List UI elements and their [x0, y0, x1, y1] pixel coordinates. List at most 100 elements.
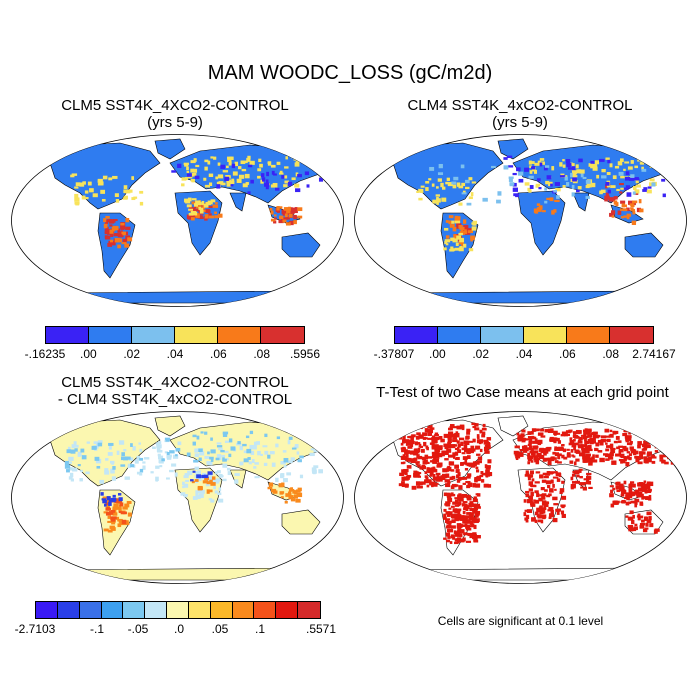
panel2-map-grid-cell	[585, 196, 590, 199]
panel3-map-grid-cell	[112, 499, 116, 503]
panel3-map-grid-cell	[249, 430, 254, 435]
panel4-map-grid-cell	[571, 473, 575, 477]
panel4-map-grid-cell	[440, 475, 446, 480]
panel2-map-grid-cell	[562, 164, 566, 168]
panel4-map-grid-cell	[543, 457, 549, 461]
panel4-map-grid-cell	[458, 485, 463, 490]
panel2-map-grid-cell	[509, 184, 514, 187]
panel1-map-grid-cell	[204, 166, 208, 171]
panel1-map-grid-cell	[207, 205, 213, 209]
panel4-map-grid-cell	[443, 433, 449, 438]
panel1-map-grid-cell	[103, 223, 108, 229]
panel2-map-grid-cell	[506, 155, 513, 159]
panel3-map-grid-cell	[85, 471, 90, 475]
panel4-map-grid-cell	[604, 428, 610, 433]
panel3-map-grid-cell	[159, 465, 163, 468]
panel2-colorbar-tick-label: .00	[428, 347, 446, 361]
panel2-map-grid-cell	[425, 181, 430, 184]
panel1-map-grid-cell	[186, 214, 191, 219]
panel1-map-grid-cell	[199, 216, 204, 219]
panel3-map-grid-cell	[121, 519, 127, 525]
panel4-map-grid-cell	[483, 446, 489, 452]
panel4-map-grid-cell	[412, 458, 418, 461]
panel3-map-grid-cell	[288, 495, 294, 500]
panel3-map-grid-cell	[291, 447, 297, 450]
panel4-map-grid-cell	[447, 511, 453, 515]
panel4-map-grid-cell	[401, 472, 405, 476]
panel3-map-grid-cell	[278, 483, 284, 488]
panel4-map-grid-cell	[405, 450, 410, 454]
panel3-colorbar-swatch-10	[254, 602, 277, 618]
panel4-map-grid-cell	[659, 459, 665, 462]
panel1-map-grid-cell	[114, 237, 120, 243]
panel1-map-grid-cell	[282, 219, 287, 223]
panel4-map-grid-cell	[398, 483, 403, 487]
panel1-colorbar-swatch-5	[261, 327, 304, 343]
panel4-map-grid-cell	[462, 501, 468, 504]
panel2-map-grid-cell	[632, 211, 636, 215]
panel1-map-grid-cell	[279, 170, 283, 175]
panel4-map-grid-cell	[415, 463, 419, 466]
panel4-map-grid-cell	[559, 491, 563, 495]
panel4-map-grid-cell	[547, 485, 551, 489]
panel2-map-grid-cell	[619, 191, 623, 194]
panel4-map-grid-cell	[668, 437, 672, 440]
panel4-map-grid-cell	[666, 452, 669, 456]
panel2-map-grid-cell	[571, 163, 575, 167]
panel4-map-grid-cell	[671, 438, 676, 443]
panel2-map-grid-cell	[497, 191, 502, 196]
panel1-map-grid-cell	[118, 238, 123, 243]
panel4-map-grid-cell	[639, 525, 645, 529]
panel4-map-grid-cell	[618, 445, 624, 448]
panel2-map-grid-cell	[638, 199, 642, 204]
panel1-map-grid-cell	[270, 164, 276, 168]
panel2-map-grid-cell	[605, 157, 610, 160]
panel4-map-grid-cell	[571, 440, 575, 445]
panel4-map-grid-cell	[641, 431, 647, 436]
panel2-map-grid-cell	[453, 234, 457, 239]
panel1-map-grid-cell	[123, 185, 128, 190]
panel1-map-grid-cell	[297, 207, 303, 212]
panel4-map-grid-cell	[628, 526, 634, 532]
panel3-map-grid-cell	[211, 476, 216, 480]
panel4-map-grid-cell	[626, 435, 632, 439]
panel3-map-grid-cell	[127, 512, 132, 517]
panel4-map-grid-cell	[415, 481, 421, 486]
panel4-map-grid-cell	[407, 457, 412, 462]
panel3-map-grid-cell	[262, 445, 268, 448]
panel2-map-grid-cell	[468, 196, 473, 200]
panel4-map-grid-cell	[625, 461, 630, 467]
panel1-map-grid-cell	[214, 215, 220, 219]
panel3-map-grid-cell	[139, 468, 144, 473]
panel1-map-grid-cell	[295, 172, 299, 177]
panel3-map-grid-cell	[224, 440, 230, 443]
panel3-map-grid-cell	[200, 431, 204, 434]
panel3-title-line2: - CLM4 SST4K_4xCO2-CONTROL	[57, 391, 293, 408]
panel3-map-grid-cell	[210, 449, 216, 454]
panel4-map-grid-cell	[644, 431, 650, 435]
panel1-map-grid-cell	[74, 193, 79, 198]
panel1-map-grid-cell	[104, 229, 111, 234]
panel4-map-grid-cell	[445, 532, 451, 537]
panel4-map-grid-cell	[450, 493, 456, 497]
panel2-map-grid-cell	[441, 197, 447, 202]
panel4-map-grid-cell	[446, 448, 452, 453]
panel4-map-grid-cell	[664, 443, 670, 448]
panel4-map-grid-cell	[623, 447, 629, 452]
panel3-map-grid-cell	[257, 450, 261, 456]
panel4-map-grid-cell	[621, 490, 627, 495]
panel4-map-grid-cell	[407, 446, 413, 449]
panel3-map-grid-cell	[250, 450, 255, 455]
panel4-map-grid-cell	[443, 513, 446, 518]
panel2-map-grid-cell	[527, 187, 532, 192]
panel4-map-grid-cell	[573, 439, 576, 442]
panel4-map-grid-cell	[587, 435, 592, 438]
panel4-map-grid-cell	[460, 441, 464, 447]
panel1-map-grid-cell	[139, 201, 144, 206]
panel2-map-grid-cell	[632, 191, 636, 195]
panel3-map-grid-cell	[108, 445, 112, 450]
panel4-map-grid-cell	[542, 516, 546, 520]
panel2-map-grid-cell	[437, 172, 444, 176]
panel1-map-grid-cell	[203, 203, 209, 208]
panel1-map-grid-cell	[224, 178, 229, 181]
